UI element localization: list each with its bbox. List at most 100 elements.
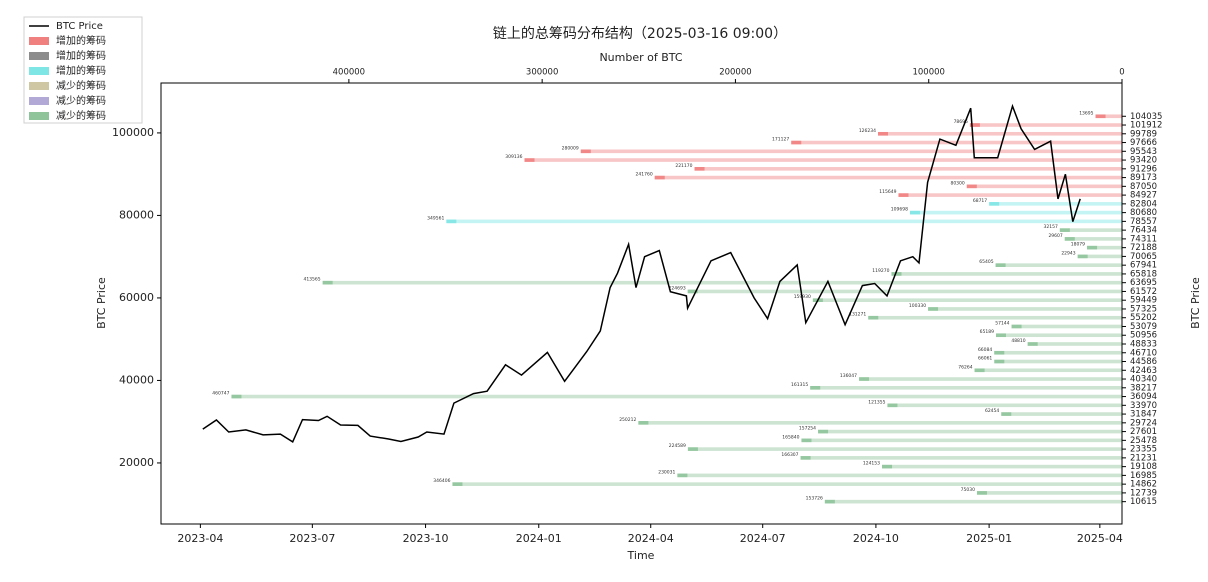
x-tick-label: 2025-04 (1077, 532, 1123, 545)
y2-tick-label: 12739 (1130, 488, 1157, 498)
bar-value-label: 241760 (636, 172, 653, 178)
chip-bar (694, 167, 1122, 171)
chip-bar-end (1011, 324, 1022, 329)
chip-bar-end (677, 473, 688, 478)
bar-value-label: 62454 (985, 408, 999, 414)
chip-bar-end (687, 289, 698, 294)
chip-bar-end (446, 219, 457, 224)
y2-tick-label: 55202 (1130, 313, 1157, 323)
chip-bar-end (909, 210, 920, 215)
bar-value-label: 157254 (799, 426, 816, 432)
legend-label: 增加的筹码 (56, 34, 106, 47)
chip-bar (810, 385, 1122, 390)
legend-label: 减少的筹码 (56, 94, 106, 107)
chip-bar-end (452, 482, 463, 486)
bar-value-label: 29607 (1048, 233, 1062, 239)
bar-value-label: 66084 (978, 347, 992, 353)
chip-bar-end (887, 403, 898, 408)
chip-bar-end (1059, 228, 1070, 232)
legend-swatch (29, 112, 49, 120)
x2-axis-label: Number of BTC (599, 51, 682, 64)
y2-tick-label: 84927 (1130, 191, 1157, 201)
y2-tick-label: 76434 (1130, 226, 1157, 236)
bar-value-label: 100330 (909, 303, 926, 309)
chip-bar (687, 289, 1122, 294)
legend-swatch (29, 97, 49, 105)
plot-frame (160, 82, 1123, 525)
chip-bar-end (687, 447, 698, 451)
chip-bar-end (976, 491, 987, 495)
y2-tick-label: 38217 (1130, 383, 1157, 393)
bar-value-label: 250212 (619, 417, 636, 423)
chip-bar-end (1077, 254, 1088, 259)
y2-tick-label: 40340 (1130, 375, 1157, 385)
legend-label: 增加的筹码 (56, 64, 106, 77)
bar-value-label: 161315 (791, 382, 808, 388)
y2-tick-label: 42463 (1130, 366, 1157, 376)
y2-tick-label: 33970 (1130, 401, 1157, 411)
bar-value-label: 119270 (872, 268, 889, 274)
bar-value-label: 32157 (1044, 224, 1058, 230)
chip-bar (928, 307, 1122, 311)
bar-value-label: 65189 (980, 329, 994, 335)
chip-bar (1059, 228, 1122, 232)
bar-value-label: 346406 (433, 478, 450, 484)
chip-bar (322, 280, 1122, 285)
x-tick-label: 2024-07 (740, 532, 786, 545)
y2-tick-label: 44586 (1130, 357, 1157, 367)
chip-bar (974, 368, 1122, 373)
x2-tick-label: 200000 (719, 68, 751, 78)
y2-tick-label: 97666 (1130, 138, 1157, 148)
y2-tick-label: 46710 (1130, 348, 1157, 358)
chip-bar-end (1087, 245, 1098, 250)
chip-bar (966, 184, 1122, 189)
chip-bar (818, 429, 1122, 434)
chip-bar (231, 394, 1123, 399)
bar-value-label: 126234 (859, 128, 876, 134)
y2-tick-label: 61572 (1130, 287, 1157, 297)
chip-bar (976, 491, 1122, 495)
x-tick-label: 2024-10 (853, 532, 899, 545)
chip-bar (446, 219, 1122, 224)
y2-tick-label: 57325 (1130, 304, 1157, 314)
bar-value-label: 224693 (669, 285, 686, 291)
chip-bar (1095, 114, 1122, 119)
bar-value-label: 109698 (891, 207, 908, 213)
y2-tick-label: 93420 (1130, 156, 1157, 166)
chip-bar (638, 421, 1122, 425)
chip-bar-end (966, 184, 977, 189)
chip-bar (677, 473, 1122, 478)
chip-bar (524, 158, 1122, 162)
y2-tick-label: 53079 (1130, 322, 1157, 332)
chip-bar (1011, 324, 1122, 329)
y2-tick-label: 19108 (1130, 462, 1157, 472)
x2-tick-label: 400000 (333, 68, 365, 78)
chip-bar (824, 499, 1122, 504)
bar-value-label: 66061 (978, 356, 992, 362)
y2-tick-label: 23355 (1130, 445, 1157, 455)
bar-value-label: 171127 (772, 137, 789, 143)
chip-bar (1064, 237, 1122, 241)
bar-value-label: 76264 (958, 364, 972, 370)
chip-bar-end (322, 280, 333, 285)
bar-value-label: 65405 (979, 259, 993, 265)
bar-value-label: 18079 (1071, 242, 1085, 248)
bar-value-label: 131271 (849, 312, 866, 318)
y-tick-label: 100000 (112, 126, 154, 139)
bar-value-label: 221170 (675, 163, 692, 169)
bar-value-label: 48810 (1011, 338, 1025, 344)
bar-value-label: 75030 (961, 487, 975, 493)
chip-bar-end (801, 438, 812, 443)
y2-tick-label: 16985 (1130, 471, 1157, 481)
y2-tick-label: 21231 (1130, 453, 1157, 463)
chip-bar (1087, 245, 1122, 250)
y2-tick-label: 65818 (1130, 269, 1157, 279)
y2-tick-label: 25478 (1130, 436, 1157, 446)
chip-bar-end (859, 377, 870, 381)
chip-bar-end (654, 175, 665, 180)
chip-bar-end (928, 307, 939, 311)
chip-bar-end (231, 394, 242, 399)
y-axis-label: BTC Price (95, 277, 108, 329)
y2-tick-label: 91296 (1130, 164, 1157, 174)
